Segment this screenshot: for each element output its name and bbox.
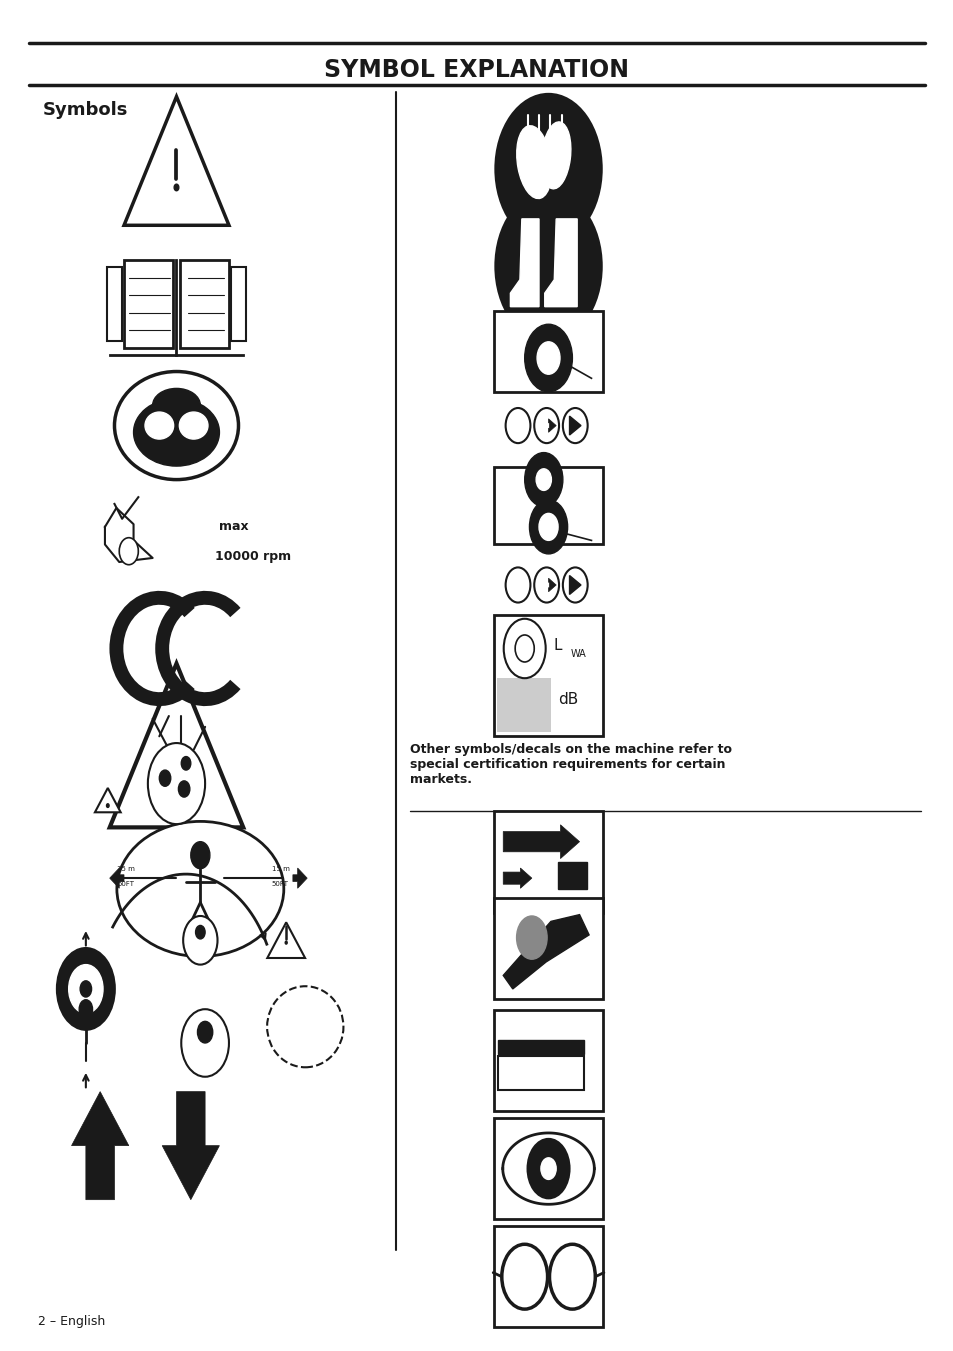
Ellipse shape (179, 412, 208, 439)
Polygon shape (95, 788, 120, 812)
Circle shape (505, 567, 530, 603)
Text: 50FT: 50FT (117, 881, 134, 886)
Ellipse shape (517, 126, 551, 199)
Text: SYMBOL EXPLANATION: SYMBOL EXPLANATION (324, 58, 629, 82)
Bar (493, 615, 602, 736)
Bar (179, 259, 229, 347)
Bar (493, 898, 602, 1000)
Circle shape (159, 770, 171, 786)
Circle shape (195, 925, 205, 939)
FancyArrow shape (293, 867, 307, 889)
Circle shape (178, 781, 190, 797)
Bar (124, 259, 173, 347)
Circle shape (148, 743, 205, 824)
Bar (558, 862, 586, 889)
Polygon shape (569, 416, 580, 435)
FancyArrow shape (71, 1092, 129, 1200)
Circle shape (181, 1009, 229, 1077)
Circle shape (197, 1021, 213, 1043)
Circle shape (549, 1244, 595, 1309)
Circle shape (562, 408, 587, 443)
Text: STOP: STOP (562, 873, 581, 878)
Text: L: L (553, 638, 561, 654)
Circle shape (503, 619, 545, 678)
FancyArrow shape (110, 867, 124, 889)
Bar (231, 266, 246, 340)
Polygon shape (267, 923, 305, 958)
Circle shape (515, 635, 534, 662)
Circle shape (537, 342, 559, 374)
Circle shape (527, 1139, 569, 1198)
Bar (493, 1227, 602, 1327)
Circle shape (183, 916, 217, 965)
Bar (493, 311, 602, 392)
Text: dB: dB (558, 692, 578, 708)
Circle shape (107, 804, 109, 808)
Circle shape (562, 567, 587, 603)
Ellipse shape (541, 122, 570, 189)
Circle shape (529, 500, 567, 554)
Circle shape (79, 1000, 92, 1019)
Circle shape (119, 538, 138, 565)
Polygon shape (110, 663, 243, 827)
Ellipse shape (114, 372, 238, 480)
Bar (497, 1056, 583, 1090)
Circle shape (285, 942, 287, 944)
Circle shape (538, 513, 558, 540)
Polygon shape (124, 96, 229, 226)
Polygon shape (544, 219, 577, 307)
FancyArrow shape (503, 869, 531, 889)
Circle shape (496, 192, 600, 340)
Circle shape (80, 981, 91, 997)
Text: 50FT: 50FT (272, 881, 289, 886)
Circle shape (69, 965, 103, 1013)
FancyArrow shape (503, 824, 578, 859)
Circle shape (524, 453, 562, 507)
Circle shape (540, 1158, 556, 1179)
Circle shape (191, 842, 210, 869)
Bar (493, 467, 602, 544)
Text: 15 m: 15 m (117, 866, 135, 871)
Circle shape (524, 324, 572, 392)
Circle shape (505, 408, 530, 443)
Circle shape (501, 1244, 547, 1309)
Circle shape (57, 948, 114, 1029)
Text: 15 m: 15 m (272, 866, 290, 871)
Text: Other symbols/decals on the machine refer to
special certification requirements : Other symbols/decals on the machine refe… (410, 743, 732, 786)
Circle shape (174, 184, 178, 190)
Circle shape (516, 916, 546, 959)
Bar (496, 678, 551, 732)
Ellipse shape (267, 986, 343, 1067)
Circle shape (181, 757, 191, 770)
FancyArrow shape (162, 1092, 219, 1200)
Text: WA: WA (570, 648, 586, 659)
Circle shape (496, 95, 600, 243)
Text: max: max (219, 520, 249, 534)
Polygon shape (569, 576, 580, 594)
Bar (493, 811, 602, 913)
Polygon shape (510, 219, 538, 307)
Ellipse shape (133, 399, 219, 466)
Circle shape (536, 469, 551, 490)
Circle shape (534, 408, 558, 443)
Circle shape (534, 567, 558, 603)
Polygon shape (497, 1040, 583, 1054)
Bar (493, 1011, 602, 1111)
FancyArrow shape (548, 578, 556, 592)
Text: 10000 rpm: 10000 rpm (214, 550, 291, 563)
Ellipse shape (145, 412, 173, 439)
Polygon shape (503, 915, 588, 989)
Text: Symbols: Symbols (43, 101, 128, 119)
Ellipse shape (116, 821, 283, 957)
Ellipse shape (152, 389, 200, 422)
Bar (493, 1119, 602, 1219)
FancyArrow shape (548, 419, 556, 432)
Bar (107, 266, 122, 340)
Text: 2 – English: 2 – English (38, 1315, 105, 1328)
